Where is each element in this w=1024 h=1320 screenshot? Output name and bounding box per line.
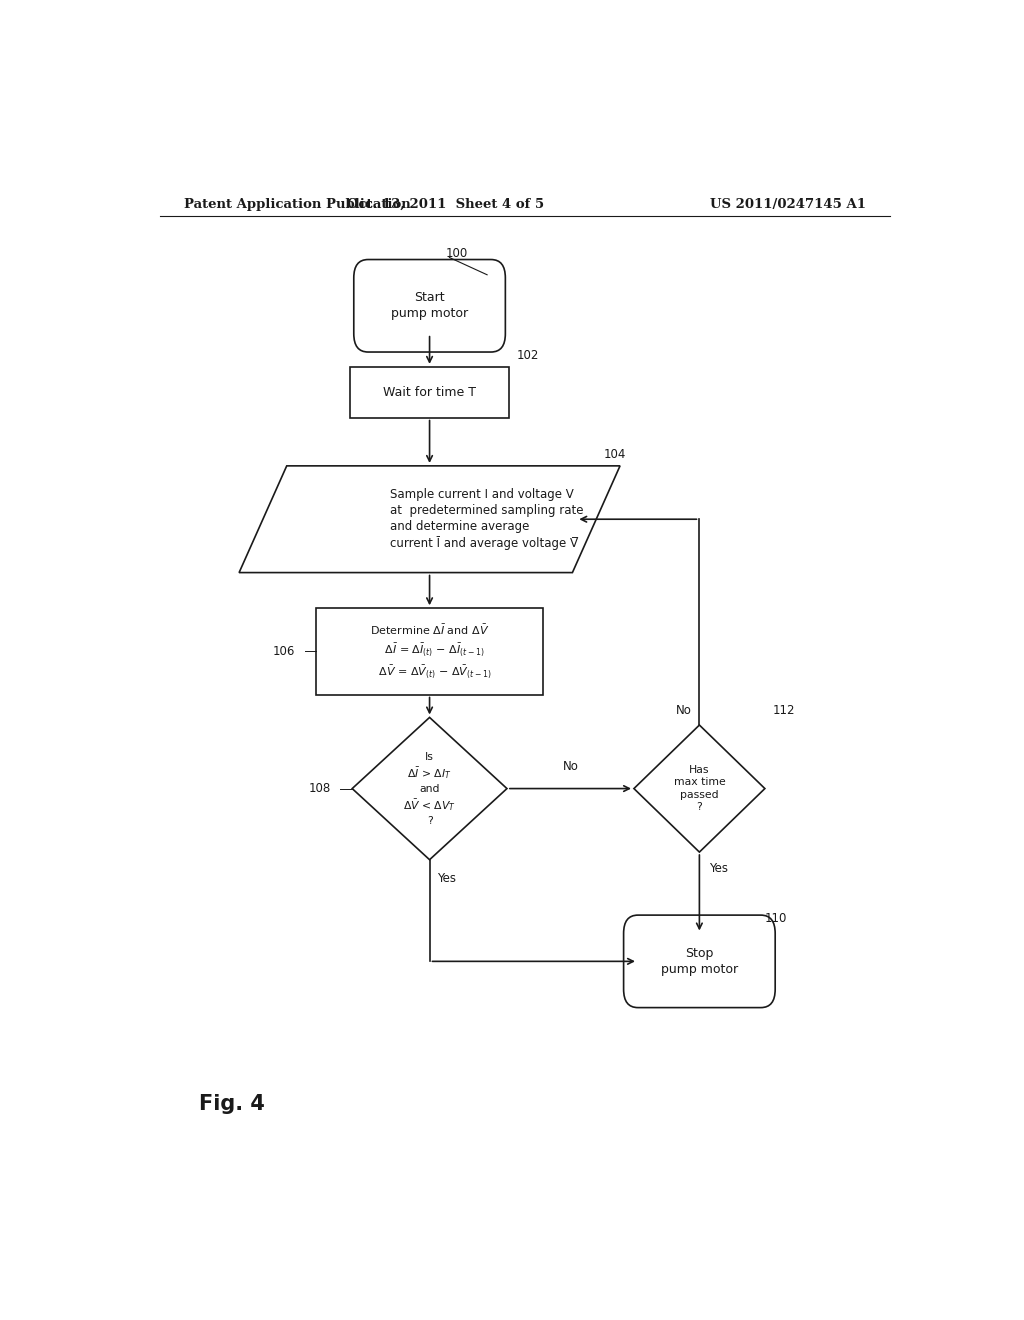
Text: Sample current I and voltage V
at  predetermined sampling rate
and determine ave: Sample current I and voltage V at predet… bbox=[390, 488, 584, 550]
Text: Yes: Yes bbox=[437, 873, 457, 884]
Text: 106: 106 bbox=[272, 645, 295, 657]
Text: Start
pump motor: Start pump motor bbox=[391, 292, 468, 321]
Text: Determine $\Delta\bar{I}$ and $\Delta\bar{V}$
   $\Delta\bar{I}$ = $\Delta\bar{I: Determine $\Delta\bar{I}$ and $\Delta\ba… bbox=[368, 623, 492, 680]
FancyBboxPatch shape bbox=[624, 915, 775, 1007]
Text: Patent Application Publication: Patent Application Publication bbox=[183, 198, 411, 211]
Text: No: No bbox=[676, 704, 691, 717]
Bar bbox=[316, 609, 543, 694]
Text: US 2011/0247145 A1: US 2011/0247145 A1 bbox=[710, 198, 866, 211]
Text: 104: 104 bbox=[604, 447, 627, 461]
Text: 108: 108 bbox=[308, 781, 331, 795]
Text: 102: 102 bbox=[517, 348, 540, 362]
Text: 100: 100 bbox=[445, 247, 468, 260]
Polygon shape bbox=[634, 725, 765, 853]
Text: Stop
pump motor: Stop pump motor bbox=[660, 946, 738, 975]
Text: Is
$\Delta\bar{I}$ > $\Delta I_T$
and
$\Delta\bar{V}$ < $\Delta V_T$
?: Is $\Delta\bar{I}$ > $\Delta I_T$ and $\… bbox=[403, 751, 456, 825]
Text: Has
max time
passed
?: Has max time passed ? bbox=[674, 766, 725, 812]
Bar bbox=[350, 367, 509, 417]
Text: 110: 110 bbox=[765, 912, 787, 925]
Text: Oct. 13, 2011  Sheet 4 of 5: Oct. 13, 2011 Sheet 4 of 5 bbox=[347, 198, 544, 211]
Text: Fig. 4: Fig. 4 bbox=[200, 1094, 265, 1114]
Text: Yes: Yes bbox=[709, 862, 728, 875]
Polygon shape bbox=[352, 718, 507, 859]
FancyBboxPatch shape bbox=[353, 260, 506, 352]
Text: 112: 112 bbox=[773, 704, 796, 717]
Polygon shape bbox=[240, 466, 620, 573]
Text: Wait for time T: Wait for time T bbox=[383, 385, 476, 399]
Text: No: No bbox=[562, 760, 579, 774]
